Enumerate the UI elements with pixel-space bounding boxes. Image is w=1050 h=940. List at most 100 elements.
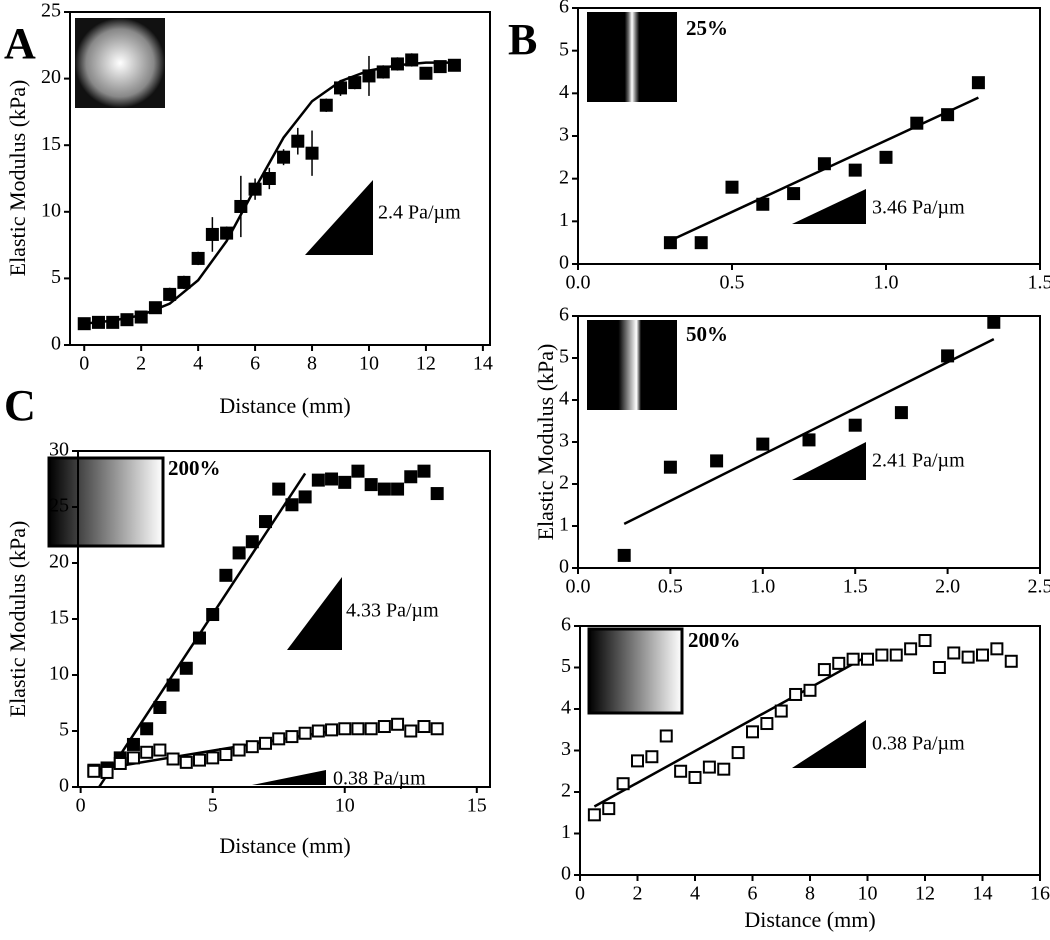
data-point <box>688 770 702 784</box>
data-point <box>298 490 312 504</box>
slope-annotation: 4.33 Pa/µm <box>346 600 439 622</box>
data-point <box>602 802 616 816</box>
slope-triangle <box>792 442 866 480</box>
data-point <box>645 750 659 764</box>
x-axis-label: Distance (mm) <box>744 907 875 932</box>
y-tick-label: 5 <box>59 719 69 741</box>
data-point <box>126 751 140 765</box>
data-point <box>971 76 985 90</box>
y-tick-label: 5 <box>559 38 569 60</box>
data-point <box>889 648 903 662</box>
data-point <box>259 515 273 529</box>
inset-image <box>75 18 165 108</box>
y-tick-label: 20 <box>41 66 61 88</box>
y-tick-label: 25 <box>49 495 69 517</box>
inset-image <box>587 627 684 715</box>
slope-annotation: 2.41 Pa/µm <box>872 450 965 472</box>
data-point <box>787 187 801 201</box>
data-point <box>1004 654 1018 668</box>
y-tick-label: 0 <box>561 863 571 885</box>
data-point <box>774 704 788 718</box>
x-tick-label: 2 <box>633 883 643 905</box>
data-point <box>447 58 461 72</box>
panel-label: B <box>508 15 537 64</box>
data-point <box>391 482 405 496</box>
y-tick-label: 3 <box>559 124 569 146</box>
x-tick-label: 2.0 <box>935 576 960 598</box>
data-point <box>376 65 390 79</box>
data-point <box>179 661 193 675</box>
x-tick-label: 1.5 <box>843 576 868 598</box>
x-tick-label: 0.0 <box>566 272 591 294</box>
y-tick-label: 30 <box>49 439 69 461</box>
data-point <box>941 349 955 363</box>
data-point <box>113 756 127 770</box>
x-tick-label: 14 <box>973 883 993 905</box>
inset-label: 200% <box>688 628 741 652</box>
data-point <box>206 751 220 765</box>
data-point <box>262 172 276 185</box>
data-point <box>248 182 262 196</box>
data-point <box>163 287 177 301</box>
x-tick-label: 1.0 <box>874 272 899 294</box>
inset-image <box>587 320 677 410</box>
data-point <box>717 762 731 776</box>
inset-label: 200% <box>168 456 221 480</box>
y-tick-label: 5 <box>561 655 571 677</box>
data-point <box>285 730 299 744</box>
plot-frame <box>69 11 491 346</box>
data-point <box>731 746 745 760</box>
data-point <box>875 648 889 662</box>
data-point <box>663 460 677 474</box>
data-point <box>941 108 955 122</box>
data-point <box>659 729 673 743</box>
data-point <box>277 150 291 164</box>
x-tick-label: 6 <box>250 353 260 375</box>
x-tick-label: 1.5 <box>1028 272 1050 294</box>
slope-annotation: 0.38 Pa/µm <box>333 768 426 790</box>
slope-triangle <box>792 720 866 768</box>
data-point <box>947 646 961 660</box>
y-tick-label: 6 <box>559 304 569 326</box>
slope-triangle <box>792 189 866 224</box>
y-tick-label: 15 <box>41 133 61 155</box>
data-point <box>311 724 325 738</box>
data-point <box>134 310 148 324</box>
y-tick-label: 10 <box>49 663 69 685</box>
data-point <box>848 418 862 432</box>
data-point <box>803 683 817 697</box>
data-point <box>338 722 352 736</box>
data-point <box>377 720 391 734</box>
data-point <box>694 236 708 250</box>
x-tick-label: 0 <box>575 883 585 905</box>
x-tick-label: 8 <box>307 353 317 375</box>
y-tick-label: 10 <box>41 199 61 221</box>
x-tick-label: 4 <box>193 353 203 375</box>
y-axis-label: Elastic Modulus (kPa) <box>5 521 30 718</box>
data-point <box>166 752 180 766</box>
data-point <box>674 764 688 778</box>
y-tick-label: 1 <box>559 514 569 536</box>
x-tick-label: 10 <box>335 795 355 817</box>
data-point <box>817 663 831 677</box>
data-point <box>232 546 246 560</box>
data-point <box>259 736 273 750</box>
data-point <box>153 743 167 757</box>
y-tick-label: 15 <box>49 607 69 629</box>
y-tick-label: 1 <box>559 209 569 231</box>
y-tick-label: 6 <box>561 614 571 636</box>
data-point <box>311 473 325 487</box>
y-tick-label: 0 <box>559 252 569 274</box>
data-point <box>756 197 770 211</box>
y-tick-label: 20 <box>49 551 69 573</box>
y-tick-label: 6 <box>559 0 569 18</box>
y-axis-label: Elastic Modulus (kPa) <box>5 80 30 277</box>
data-point <box>220 226 234 240</box>
x-tick-label: 12 <box>915 883 935 905</box>
data-point <box>976 648 989 662</box>
data-point <box>140 722 154 736</box>
data-point <box>305 146 319 160</box>
y-tick-label: 3 <box>559 430 569 452</box>
x-tick-label: 0 <box>76 795 86 817</box>
